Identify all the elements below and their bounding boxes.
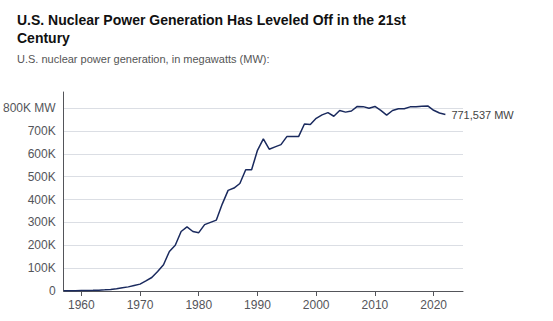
svg-text:0: 0 xyxy=(49,284,56,298)
svg-text:U.S. Nuclear Power Generation: U.S. Nuclear Power Generation Has Levele… xyxy=(17,12,406,28)
svg-text:2020: 2020 xyxy=(420,298,447,312)
svg-text:100K: 100K xyxy=(28,261,56,275)
svg-text:700K: 700K xyxy=(28,124,56,138)
svg-text:1960: 1960 xyxy=(68,298,95,312)
svg-text:U.S. nuclear power generation,: U.S. nuclear power generation, in megawa… xyxy=(17,53,270,65)
svg-text:500K: 500K xyxy=(28,170,56,184)
svg-text:800K MW: 800K MW xyxy=(3,101,56,115)
svg-text:300K: 300K xyxy=(28,215,56,229)
svg-text:1990: 1990 xyxy=(244,298,271,312)
svg-text:200K: 200K xyxy=(28,238,56,252)
svg-text:771,537 MW: 771,537 MW xyxy=(451,109,514,121)
svg-text:1980: 1980 xyxy=(185,298,212,312)
svg-text:2000: 2000 xyxy=(303,298,330,312)
svg-text:2010: 2010 xyxy=(362,298,389,312)
svg-text:400K: 400K xyxy=(28,193,56,207)
svg-text:1970: 1970 xyxy=(127,298,154,312)
svg-text:Century: Century xyxy=(17,30,70,46)
svg-text:600K: 600K xyxy=(28,147,56,161)
